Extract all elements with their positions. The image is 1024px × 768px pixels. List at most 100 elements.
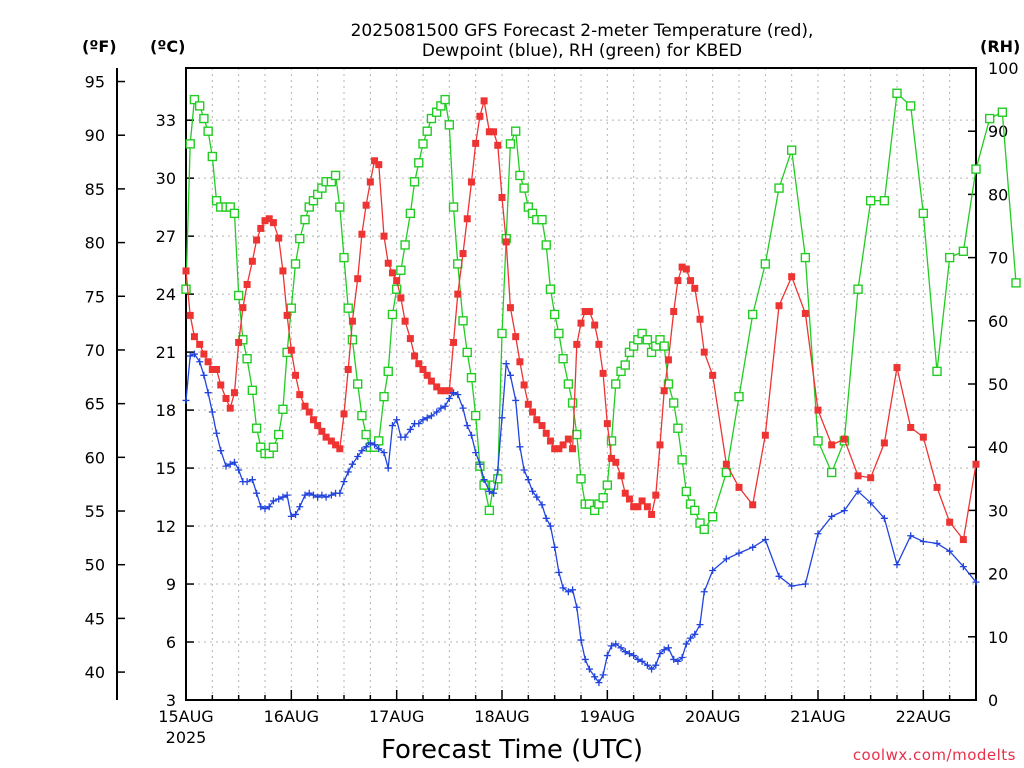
dewpoint-point <box>559 584 567 592</box>
rh-point <box>189 94 200 105</box>
temperature-point <box>239 304 247 312</box>
temperature-point <box>190 333 198 341</box>
dewpoint-point <box>336 489 344 497</box>
temperature-point <box>261 217 269 225</box>
celsius-tick-label: 3 <box>166 691 176 710</box>
rh-point <box>347 335 358 345</box>
rh-point <box>444 120 455 130</box>
temperature-point <box>454 290 462 298</box>
time-tick-label: 17AUG <box>369 707 424 726</box>
rh-tick-label: 80 <box>988 185 1008 204</box>
temperature-point <box>476 112 484 120</box>
rh-point <box>247 385 258 396</box>
dewpoint-point <box>318 491 326 499</box>
dewpoint-point <box>648 665 656 673</box>
dewpoint-point <box>542 514 550 522</box>
fahrenheit-tick-label: 45 <box>85 609 105 628</box>
temperature-point <box>643 503 651 511</box>
dewpoint-point <box>322 493 330 501</box>
x-axis-title: Forecast Time (UTC) <box>381 735 643 765</box>
dewpoint-point <box>213 429 221 437</box>
dewpoint-point <box>423 414 431 422</box>
dewpoint-point <box>617 644 625 652</box>
rh-point <box>278 404 288 414</box>
dewpoint-point <box>630 652 638 660</box>
dewpoint-point <box>305 489 313 497</box>
temperature-point <box>867 474 875 482</box>
dewpoint-point <box>608 642 616 650</box>
temperature-point <box>959 536 967 544</box>
rh-point <box>918 208 929 219</box>
dewpoint-point <box>309 491 317 499</box>
series-dewpoint <box>182 350 980 687</box>
rh-point <box>997 107 1008 117</box>
temperature-point <box>450 338 458 346</box>
rh-point <box>663 379 674 389</box>
rh-point <box>295 233 305 244</box>
dewpoint-point <box>893 561 901 569</box>
chart-title: 2025081500 GFS Forecast 2-meter Temperat… <box>351 21 814 41</box>
fahrenheit-tick-label: 65 <box>85 395 105 414</box>
dewpoint-point <box>437 404 445 412</box>
fahrenheit-tick-label: 90 <box>85 126 105 145</box>
rh-point <box>786 145 797 155</box>
temperature-point <box>340 410 348 418</box>
dewpoint-point <box>621 648 629 656</box>
rh-point <box>510 126 521 136</box>
dewpoint-point <box>775 572 783 580</box>
temperature-point <box>502 238 510 246</box>
dewpoint-point <box>814 530 822 538</box>
rh-tick-label: 90 <box>988 122 1008 141</box>
rh-point <box>563 379 574 389</box>
rh-point <box>905 101 916 111</box>
dewpoint-point <box>292 510 300 518</box>
rh-point <box>537 214 547 225</box>
dewpoint-point <box>502 360 510 368</box>
rh-tick-label: 10 <box>988 628 1008 647</box>
dewpoint-point <box>476 460 484 468</box>
dewpoint-point <box>555 568 563 576</box>
dewpoint-point <box>384 464 392 472</box>
temperature-point <box>880 439 888 447</box>
fahrenheit-tick-label: 85 <box>85 180 105 199</box>
temperature-point <box>648 510 656 518</box>
celsius-tick-label: 21 <box>156 343 176 362</box>
temperature-point <box>393 277 401 285</box>
dewpoint-point <box>217 447 225 455</box>
rh-point <box>405 208 416 219</box>
time-tick-label: 18AUG <box>474 707 529 726</box>
dewpoint-point <box>445 394 453 402</box>
time-tick-label: 19AUG <box>580 707 635 726</box>
dewpoint-point <box>506 371 514 379</box>
rh-point <box>681 486 692 497</box>
rh-point <box>448 202 459 212</box>
dewpoint-point <box>603 652 611 660</box>
dewpoint-point <box>208 408 216 416</box>
temperature-point <box>761 431 769 439</box>
rh-point <box>343 303 353 313</box>
dewpoint-point <box>371 441 379 449</box>
rh-point <box>707 512 718 522</box>
dewpoint-point <box>419 416 427 424</box>
temperature-point <box>691 284 699 292</box>
time-tick-label: 16AUG <box>264 707 319 726</box>
rh-point <box>426 113 437 124</box>
rh-point <box>673 423 683 433</box>
rh-point <box>273 429 284 440</box>
temperature-point <box>652 491 660 499</box>
time-tick-label: 22AUG <box>896 707 951 726</box>
rh-axis: 0 10 20 30 40 50 60 70 80 90 100 <box>968 59 1019 710</box>
temperature-point <box>213 366 221 374</box>
temperature-point <box>595 340 603 348</box>
temperature-point <box>585 308 593 316</box>
celsius-tick-label: 18 <box>156 401 176 420</box>
temperature-point <box>907 423 915 431</box>
dewpoint-point <box>735 549 743 557</box>
dewpoint-point <box>674 657 682 665</box>
temperature-point <box>506 304 514 312</box>
time-tick-label: 20AUG <box>685 707 740 726</box>
fahrenheit-tick-label: 95 <box>85 73 105 92</box>
temperature-point <box>516 358 524 366</box>
temperature-point <box>358 230 366 238</box>
